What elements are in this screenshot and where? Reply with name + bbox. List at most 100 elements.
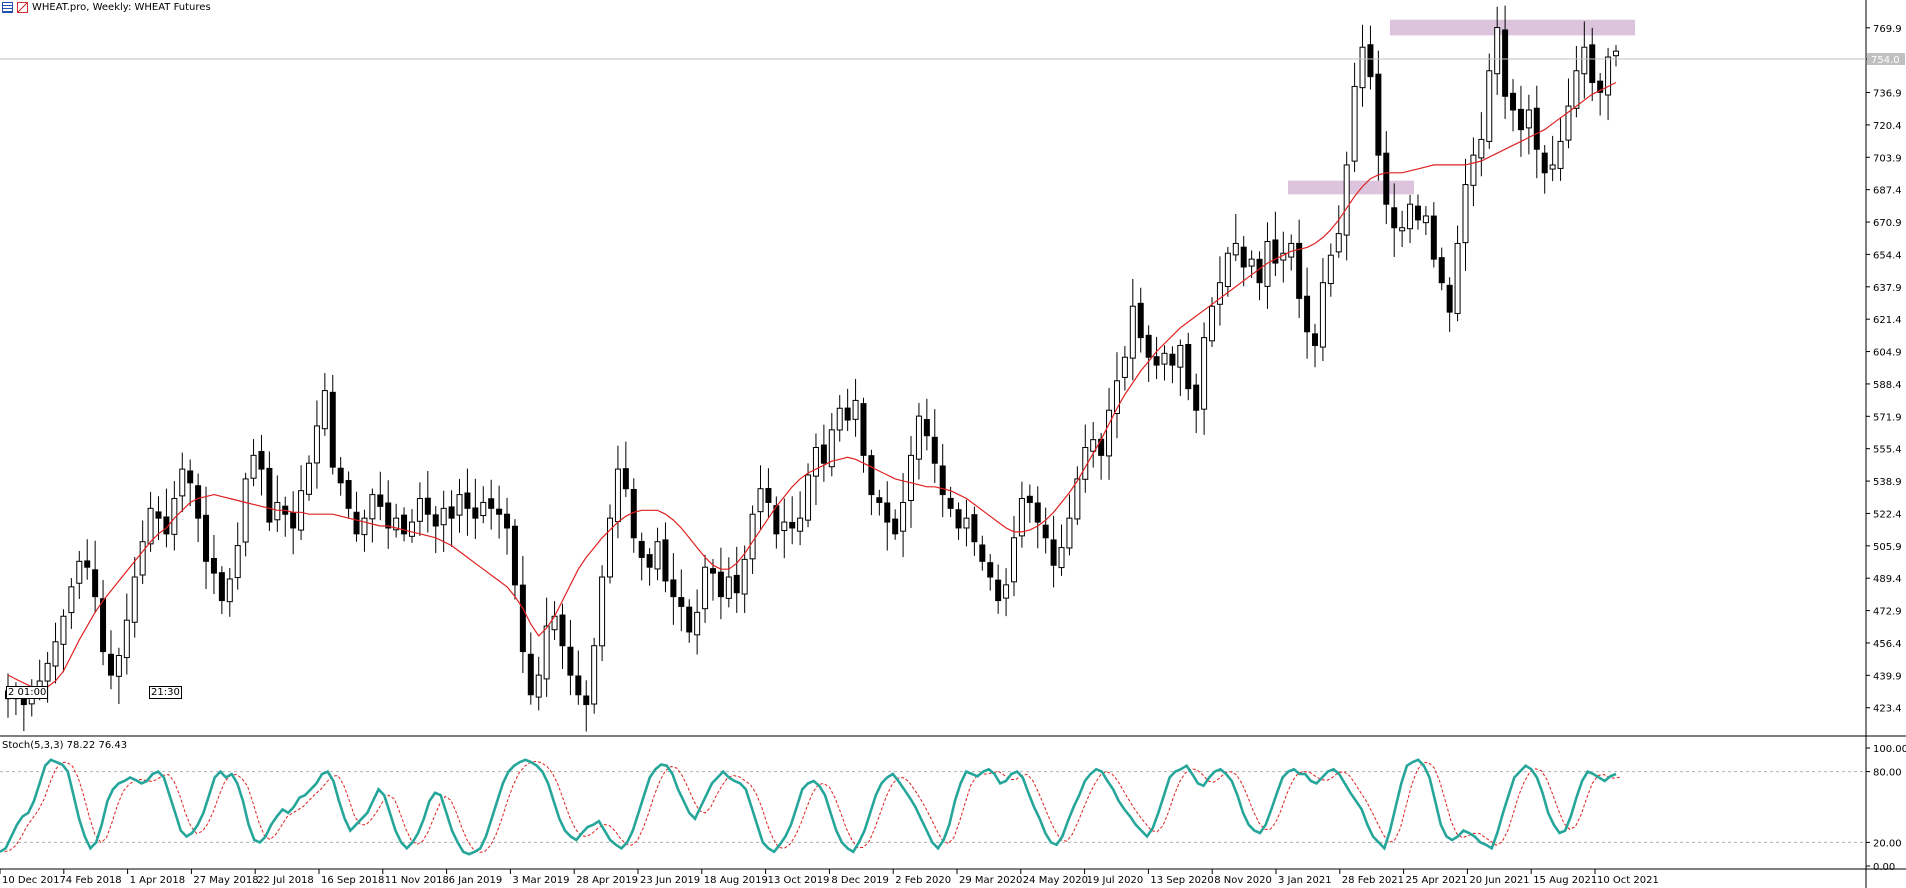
table-icon[interactable]	[2, 1, 13, 13]
candle-bear	[717, 571, 724, 598]
candle-bear	[939, 465, 946, 496]
candle-bear	[686, 606, 693, 633]
candle-bear	[92, 569, 99, 598]
candle-bear	[979, 544, 986, 562]
x-tick-label: 28 Apr 2019	[576, 875, 638, 886]
candle-bull	[68, 586, 75, 614]
candle-bear	[1304, 295, 1311, 333]
candle-bull	[1470, 154, 1477, 186]
candle-bull	[1209, 305, 1216, 342]
candle-bull	[60, 615, 67, 645]
candle-bull	[242, 478, 249, 543]
y-tick-label: 720.4	[1873, 121, 1902, 132]
candle-bear	[1597, 80, 1604, 93]
candle-bull	[749, 513, 756, 560]
x-tick-label: 16 Sep 2018	[321, 875, 384, 886]
candle-bull	[1327, 254, 1334, 285]
y-tick-label: 637.9	[1873, 283, 1902, 294]
candle-bear	[107, 653, 114, 676]
y-tick-label: 703.9	[1873, 153, 1902, 164]
candle-bear	[527, 653, 534, 696]
candle-bull	[591, 645, 598, 705]
stoch-main-line	[0, 758, 1617, 856]
candle-bull	[1407, 203, 1414, 230]
candle-bull	[1216, 282, 1223, 305]
candle-bear	[258, 451, 265, 470]
y-tick-label: 423.4	[1873, 704, 1902, 715]
candle-bull	[599, 576, 606, 647]
candle-bull	[1335, 233, 1342, 253]
candle-bull	[915, 415, 922, 460]
candle-bull	[250, 454, 257, 479]
candle-bull	[1494, 27, 1501, 75]
candle-bull	[725, 576, 732, 599]
candle-bull	[179, 468, 186, 497]
candle-bear	[789, 521, 796, 529]
candle-bull	[1177, 344, 1184, 368]
candle-bear	[195, 485, 202, 519]
candle-bull	[1113, 380, 1120, 414]
candle-bear	[187, 470, 194, 484]
candle-bear	[1414, 205, 1421, 221]
candle-bear	[662, 539, 669, 582]
candle-bull	[607, 517, 614, 578]
chart-icon[interactable]	[17, 1, 28, 13]
candle-bull	[226, 578, 233, 603]
candle-bear	[218, 572, 225, 602]
candle-bear	[892, 518, 899, 535]
candle-bear	[1153, 356, 1160, 366]
candle-bull	[298, 490, 305, 531]
candle-bear	[519, 584, 526, 653]
candle-bear	[1145, 334, 1152, 358]
candle-bear	[1034, 502, 1041, 523]
y-tick-label: 621.4	[1873, 315, 1902, 326]
candle-bear	[345, 480, 352, 509]
candle-bear	[1169, 353, 1176, 366]
candle-bear	[567, 646, 574, 676]
candle-bull	[274, 501, 281, 521]
candle-bull	[1613, 50, 1619, 57]
candle-bull	[1201, 337, 1208, 410]
candle-bull	[836, 407, 843, 431]
candle-bear	[337, 467, 344, 484]
candle-bear	[622, 468, 629, 490]
candle-bull	[963, 517, 970, 529]
y-tick-label: 555.4	[1873, 445, 1902, 456]
candle-bear	[947, 497, 954, 509]
candle-bull	[393, 517, 400, 531]
current-price-label: 754.0	[1871, 55, 1900, 66]
candle-bear	[1430, 215, 1437, 260]
candle-bear	[210, 557, 217, 574]
candle-bear	[203, 514, 210, 562]
x-tick-label: 2 Feb 2020	[895, 875, 951, 886]
candle-bear	[583, 695, 590, 706]
price-y-axis: 769.9 754.0 736.9 720.4 703.9 687.4 670.9 654.4…	[0, 24, 1905, 715]
ma-line	[7, 81, 1617, 690]
candle-bear	[448, 506, 455, 519]
candle-bull	[781, 521, 788, 532]
candle-bull	[115, 655, 122, 677]
x-tick-label: 19 Jul 2020	[1087, 875, 1144, 886]
current-price-tag	[1867, 52, 1905, 65]
candle-bull	[139, 541, 146, 576]
candle-bull	[1066, 517, 1073, 549]
candle-bull	[757, 488, 764, 513]
y-tick-label: 456.4	[1873, 639, 1902, 650]
candle-bull	[908, 454, 915, 501]
stoch-tick-label: 80.00	[1873, 768, 1902, 779]
candle-bear	[385, 502, 392, 529]
chart-title: WHEAT.pro, Weekly: WHEAT Futures	[32, 1, 211, 13]
candle-bear	[1050, 539, 1057, 566]
stochastic-panel: 100.00 80.00 20.00 0.00	[0, 744, 1906, 873]
candle-bear	[155, 511, 162, 519]
candle-bear	[496, 508, 503, 515]
y-tick-label: 489.4	[1873, 574, 1902, 585]
candle-bull	[614, 468, 621, 523]
candle-bear	[84, 560, 91, 568]
stoch-signal-line	[4, 760, 1621, 854]
y-tick-label: 538.9	[1873, 477, 1902, 488]
candle-bull	[1224, 252, 1231, 288]
candle-bear	[1446, 284, 1453, 313]
candle-bear	[353, 511, 360, 535]
